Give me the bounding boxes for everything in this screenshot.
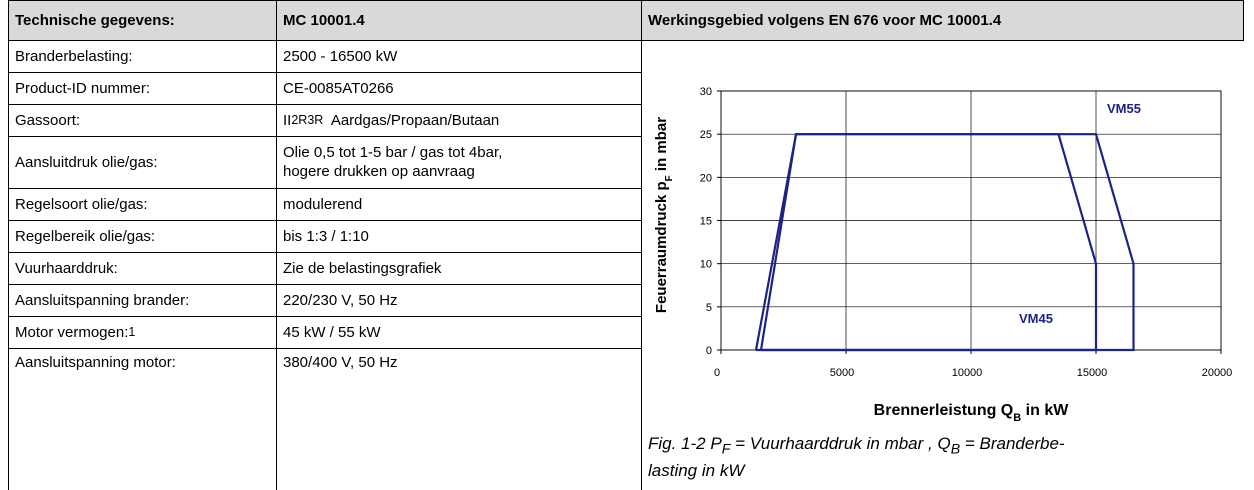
caption-text: = Vuurhaarddruk in mbar , Q (730, 434, 951, 453)
header-cell: Werkingsgebied volgens EN 676 voor MC 10… (641, 0, 1244, 41)
row-line (8, 316, 642, 317)
table-cell: 2500 - 16500 kW (283, 47, 398, 65)
table-cell: Aansluitspanning brander: (15, 291, 190, 309)
table-cell: Olie 0,5 tot 1-5 bar / gas tot 4bar, hoge… (276, 136, 641, 188)
y-tick-label: 10 (700, 259, 712, 271)
series-label: VM45 (1019, 311, 1053, 326)
caption-text: = Branderbe- (960, 434, 1065, 453)
x-tick-label: 5000 (830, 367, 854, 379)
y-tick-label: 20 (700, 172, 712, 184)
y-tick-label: 0 (706, 345, 712, 357)
row-line (8, 220, 642, 221)
table-cell: Motor vermogen: 1 (8, 316, 276, 348)
row-line (8, 104, 642, 105)
table-cell: Branderbelasting: (15, 47, 133, 65)
border (1243, 0, 1244, 41)
table-cell: Vuurhaarddruk: (15, 259, 118, 277)
table-cell: Product-ID nummer: (15, 79, 151, 97)
border (276, 0, 277, 490)
y-tick-label: 25 (700, 129, 712, 141)
table-cell: Aansluitspanning motor: (15, 354, 176, 371)
x-tick-label: 0 (714, 367, 720, 379)
chart: 0 5 10 15 20 25 30 0 5000 10000 15000 20000 VM55 VM45… (653, 86, 1233, 424)
caption-text: Fig. 1-2 P (648, 434, 722, 453)
table-cell: 45 kW / 55 kW (283, 323, 381, 341)
y-axis-label: Feuerraumdruck pF in mbar (653, 117, 675, 313)
table-cell: bis 1:3 / 1:10 (283, 227, 369, 245)
cell-line: hogere drukken op aanvraag (283, 163, 475, 180)
table-cell: Zie de belastingsgrafiek (283, 259, 442, 277)
row-line (8, 252, 642, 253)
x-axis-label-text: Brennerleistung Q (874, 402, 1014, 419)
header-cell: Technische gegevens: (8, 0, 276, 41)
border (641, 0, 642, 490)
y-axis-label-text: in mbar (653, 117, 670, 176)
x-axis-label-sub: B (1013, 412, 1021, 424)
series-line (754, 133, 1098, 352)
table-cell: Gassoort: (15, 111, 81, 129)
caption-sub: B (950, 441, 961, 458)
x-tick-label: 10000 (952, 367, 983, 379)
series-line (759, 133, 1135, 352)
y-axis-label-sub: F (664, 175, 675, 181)
row-line (8, 136, 642, 137)
table-cell: Aansluitdruk olie/gas: (15, 153, 158, 171)
caption: Fig. 1-2 PF = Vuurhaarddruk in mbar , QB… (648, 433, 1244, 482)
table-cell: 380/400 V, 50 Hz (283, 354, 398, 371)
header-cell: MC 10001.4 (276, 0, 641, 41)
row-line (8, 188, 642, 189)
table-cell: Regelbereik olie/gas: (15, 227, 156, 245)
table-cell: 220/230 V, 50 Hz (283, 291, 398, 309)
x-tick-label: 20000 (1202, 367, 1233, 379)
caption-text: lasting in kW (648, 461, 745, 481)
row-line (8, 348, 642, 349)
x-axis-label-text: in kW (1021, 402, 1069, 419)
cell-text: 2R3R (291, 113, 324, 127)
table-cell: Regelsoort olie/gas: (15, 195, 148, 213)
cell-line: Olie 0,5 tot 1-5 bar / gas tot 4bar, (283, 144, 503, 161)
cell-text: II (283, 111, 292, 129)
row-line (8, 284, 642, 285)
y-tick-label: 15 (700, 216, 712, 228)
caption-sub: F (721, 441, 731, 458)
x-axis-label: Brennerleistung QB in kW (874, 402, 1070, 424)
cell-text: Aardgas/Propaan/Butaan (323, 111, 500, 129)
row-line (8, 72, 642, 73)
cell-text: Motor vermogen: (15, 323, 129, 341)
y-tick-label: 30 (700, 86, 712, 98)
series-label: VM55 (1107, 101, 1141, 116)
y-axis-label-text: Feuerraumdruck p (653, 181, 670, 313)
table-cell: II 2R3R Aardgas/Propaan/Butaan (276, 104, 641, 136)
y-tick-label: 5 (706, 302, 712, 314)
cell-text: 1 (128, 325, 136, 339)
border (8, 0, 9, 490)
table-cell: CE-0085AT0266 (283, 79, 394, 97)
x-tick-label: 15000 (1077, 367, 1108, 379)
table-cell: modulerend (283, 195, 363, 213)
